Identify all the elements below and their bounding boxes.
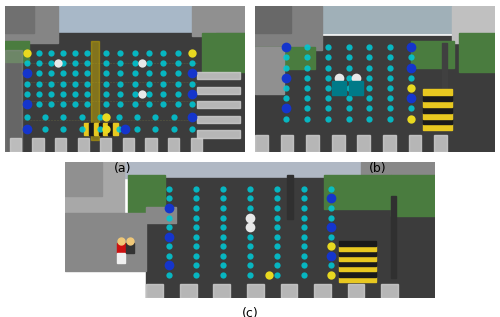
Bar bbox=[84, 123, 89, 135]
Bar bbox=[423, 101, 452, 107]
Bar bbox=[117, 253, 120, 262]
Bar bbox=[383, 135, 396, 152]
Bar bbox=[390, 175, 435, 216]
Bar bbox=[122, 138, 134, 152]
Bar bbox=[339, 276, 376, 281]
Bar bbox=[339, 246, 376, 251]
Bar bbox=[197, 72, 240, 79]
Bar bbox=[94, 123, 98, 135]
Bar bbox=[126, 243, 134, 253]
Bar bbox=[423, 107, 452, 113]
Bar bbox=[5, 33, 245, 152]
Text: (a): (a) bbox=[114, 162, 131, 175]
Bar bbox=[146, 178, 435, 298]
Bar bbox=[423, 125, 452, 130]
Bar bbox=[98, 123, 103, 135]
Bar bbox=[411, 41, 454, 68]
Bar bbox=[434, 135, 447, 152]
Bar bbox=[255, 47, 315, 69]
Bar bbox=[113, 123, 118, 135]
Bar bbox=[121, 253, 125, 262]
Bar bbox=[197, 87, 240, 94]
Bar bbox=[5, 50, 22, 152]
Bar bbox=[280, 284, 297, 298]
Bar bbox=[339, 256, 376, 261]
Bar bbox=[214, 284, 230, 298]
Bar bbox=[65, 162, 435, 178]
Bar bbox=[192, 6, 245, 36]
Text: (b): (b) bbox=[368, 162, 386, 175]
Bar bbox=[408, 135, 422, 152]
Bar bbox=[423, 113, 452, 119]
Bar bbox=[10, 138, 21, 152]
Bar bbox=[423, 119, 452, 125]
Bar bbox=[65, 162, 124, 223]
Bar bbox=[255, 135, 268, 152]
Bar bbox=[92, 41, 98, 140]
Bar bbox=[381, 284, 398, 298]
Bar bbox=[339, 261, 376, 266]
Bar bbox=[339, 241, 376, 246]
Bar bbox=[78, 138, 89, 152]
Bar bbox=[190, 138, 202, 152]
Bar bbox=[348, 284, 364, 298]
Bar bbox=[247, 284, 264, 298]
Bar bbox=[452, 6, 495, 43]
Bar bbox=[314, 284, 331, 298]
Bar bbox=[146, 284, 163, 298]
Bar bbox=[423, 89, 452, 95]
Bar bbox=[32, 138, 44, 152]
Bar bbox=[358, 135, 370, 152]
Text: (c): (c) bbox=[242, 307, 258, 317]
Bar bbox=[146, 138, 156, 152]
Bar bbox=[280, 135, 293, 152]
Bar bbox=[5, 6, 245, 33]
Bar bbox=[65, 162, 102, 196]
Bar bbox=[117, 243, 125, 253]
Bar bbox=[108, 123, 113, 135]
Bar bbox=[255, 6, 495, 33]
Bar bbox=[100, 138, 112, 152]
Bar bbox=[197, 116, 240, 123]
Bar bbox=[306, 135, 319, 152]
Bar bbox=[5, 41, 29, 62]
Bar bbox=[339, 271, 376, 276]
Bar bbox=[423, 95, 452, 101]
Bar bbox=[180, 284, 196, 298]
Bar bbox=[390, 196, 396, 278]
Bar bbox=[202, 33, 245, 72]
Bar bbox=[361, 162, 435, 192]
Bar bbox=[255, 6, 291, 33]
Bar bbox=[5, 6, 34, 33]
Bar bbox=[146, 207, 176, 223]
Bar bbox=[65, 213, 146, 271]
Bar bbox=[324, 175, 390, 210]
Bar bbox=[332, 135, 344, 152]
Bar bbox=[255, 36, 495, 152]
Bar bbox=[89, 123, 94, 135]
Bar bbox=[255, 47, 284, 94]
Bar bbox=[104, 123, 108, 135]
Bar bbox=[197, 130, 240, 138]
Bar bbox=[168, 138, 179, 152]
Bar bbox=[339, 251, 376, 256]
Bar bbox=[197, 101, 240, 108]
Bar bbox=[216, 33, 245, 65]
Bar bbox=[255, 6, 322, 50]
Bar bbox=[128, 175, 165, 213]
Bar bbox=[287, 175, 292, 219]
Bar bbox=[459, 33, 495, 72]
Bar bbox=[339, 266, 376, 271]
Bar bbox=[442, 43, 447, 123]
Bar bbox=[55, 138, 66, 152]
Bar bbox=[5, 6, 58, 43]
